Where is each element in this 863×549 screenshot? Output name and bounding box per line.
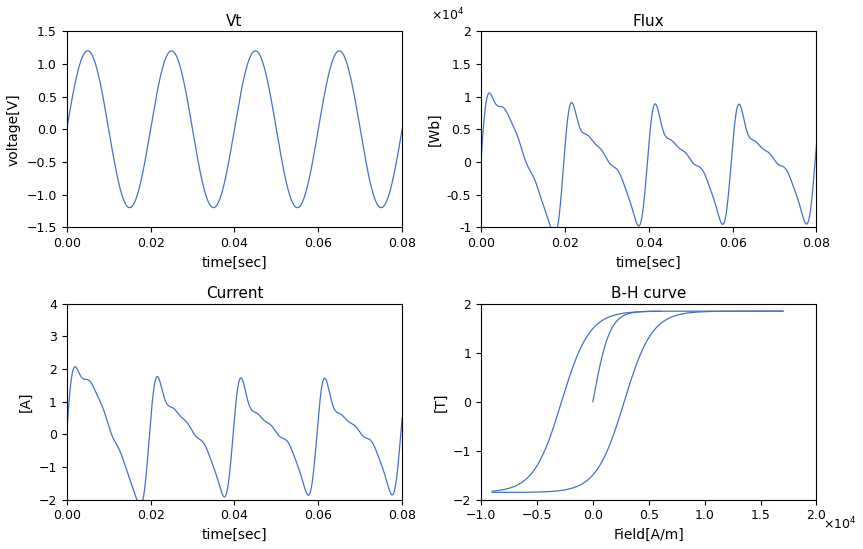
- Y-axis label: [A]: [A]: [19, 391, 33, 412]
- X-axis label: time[sec]: time[sec]: [202, 528, 268, 542]
- Y-axis label: [T]: [T]: [433, 392, 447, 412]
- Text: $\times 10^4$: $\times 10^4$: [431, 7, 464, 24]
- Title: Flux: Flux: [633, 14, 665, 29]
- Title: Vt: Vt: [226, 14, 243, 29]
- Text: $\times 10^4$: $\times 10^4$: [823, 516, 857, 532]
- X-axis label: time[sec]: time[sec]: [202, 255, 268, 270]
- Title: Current: Current: [205, 286, 263, 301]
- Y-axis label: voltage[V]: voltage[V]: [7, 93, 21, 166]
- X-axis label: time[sec]: time[sec]: [616, 255, 682, 270]
- Y-axis label: [Wb]: [Wb]: [427, 113, 441, 146]
- Title: B-H curve: B-H curve: [611, 286, 686, 301]
- X-axis label: Field[A/m]: Field[A/m]: [614, 528, 684, 542]
